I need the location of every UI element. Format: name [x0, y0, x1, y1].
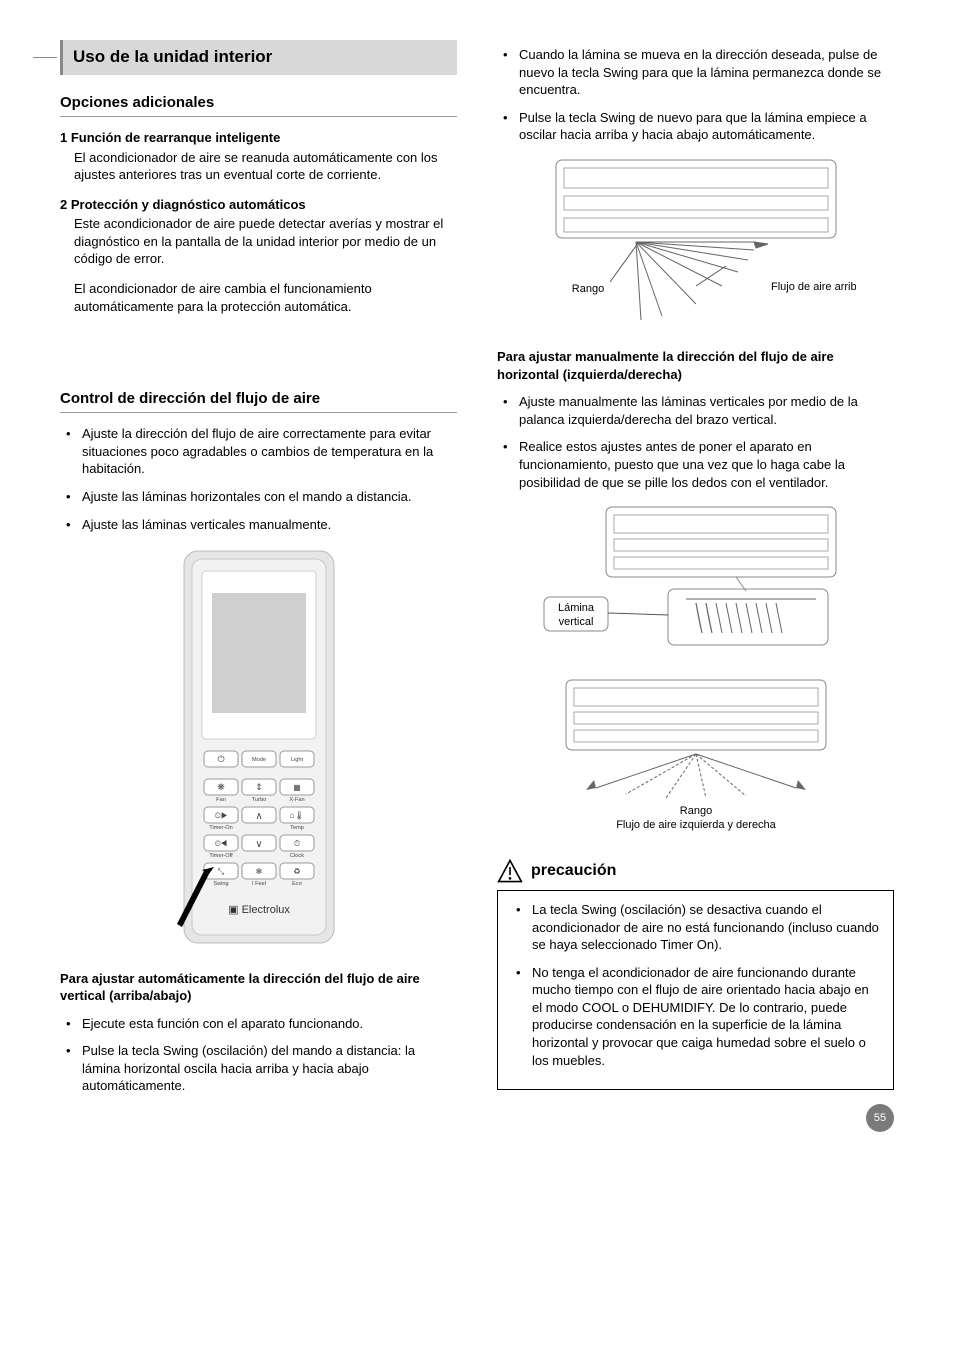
bullet: Pulse la tecla Swing (oscilación) del ma… [64, 1042, 457, 1095]
svg-text:Fan: Fan [216, 797, 226, 803]
bold-para-vertical: Para ajustar automáticamente la direcció… [60, 970, 457, 1005]
caution-bullet: No tenga el acondicionador de aire funci… [514, 964, 881, 1069]
section-title: Uso de la unidad interior [60, 40, 457, 75]
ac-diagram-vertical: Rango Flujo de aire arriba y abajo [497, 156, 894, 331]
svg-text:Rango: Rango [679, 805, 711, 817]
item1-heading: 1 Función de rearranque inteligente [60, 129, 457, 147]
ac-diagram-lamina-vertical: Lámina vertical [497, 503, 894, 658]
svg-text:⏲▶: ⏲▶ [214, 811, 227, 820]
svg-text:⏱: ⏱ [293, 839, 299, 848]
subheading-airflow: Control de dirección del flujo de aire [60, 389, 457, 413]
svg-text:∨: ∨ [255, 839, 262, 850]
caution-label: precaución [531, 860, 616, 882]
numbered-item-1: 1 Función de rearranque inteligente El a… [60, 129, 457, 184]
svg-text:vertical: vertical [558, 616, 593, 628]
svg-text:Mode: Mode [252, 757, 266, 763]
numbered-item-2: 2 Protección y diagnóstico automáticos E… [60, 196, 457, 268]
svg-text:Turbo: Turbo [251, 797, 265, 803]
item1-body: El acondicionador de aire se reanuda aut… [60, 149, 457, 184]
svg-text:✻: ✻ [255, 867, 262, 876]
svg-text:Timer-On: Timer-On [209, 825, 232, 831]
bullet: Ajuste las láminas horizontales con el m… [64, 488, 457, 506]
svg-text:▦: ▦ [293, 783, 301, 792]
bullet: Ajuste las láminas verticales manualment… [64, 516, 457, 534]
ac-diagram-horizontal-range: Rango Flujo de aire izquierda y derecha [497, 676, 894, 841]
svg-text:Flujo de aire arriba y abajo: Flujo de aire arriba y abajo [771, 281, 856, 293]
svg-text:⏲◀: ⏲◀ [214, 839, 227, 848]
item2-body-2: El acondicionador de aire cambia el func… [60, 280, 457, 315]
bullet: Cuando la lámina se mueva en la direcció… [501, 46, 894, 99]
svg-text:⏻: ⏻ [217, 754, 224, 764]
bullet: Ejecute esta función con el aparato func… [64, 1015, 457, 1033]
svg-text:Light: Light [290, 757, 303, 763]
svg-text:X-Fan: X-Fan [289, 797, 304, 803]
svg-text:Clock: Clock [290, 853, 304, 859]
item2-heading: 2 Protección y diagnóstico automáticos [60, 196, 457, 214]
svg-text:♻: ♻ [293, 867, 300, 876]
caution-bullet: La tecla Swing (oscilación) se desactiva… [514, 901, 881, 954]
remote-diagram: ⏻ Mode Light ❋ ⇕ ▦ Fan Turbo X-Fan ⏲▶ ∧ ⌂🌡… [60, 547, 457, 952]
item2-body: Este acondicionador de aire puede detect… [60, 215, 457, 268]
svg-text:Temp: Temp [290, 825, 304, 831]
warning-icon [497, 858, 523, 884]
page-number-badge: 55 [866, 1104, 894, 1132]
bullet: Realice estos ajustes antes de poner el … [501, 438, 894, 491]
svg-text:Eco: Eco [292, 881, 302, 887]
bullet: Ajuste la dirección del flujo de aire co… [64, 425, 457, 478]
svg-text:⇕: ⇕ [255, 782, 263, 792]
svg-text:⌂🌡: ⌂🌡 [289, 811, 304, 820]
svg-text:∧: ∧ [255, 811, 262, 822]
svg-text:⤡: ⤡ [217, 867, 224, 876]
svg-text:Lámina: Lámina [557, 602, 594, 614]
svg-text:▣ Electrolux: ▣ Electrolux [228, 904, 290, 916]
svg-text:Rango: Rango [571, 283, 603, 295]
subheading-options: Opciones adicionales [60, 93, 457, 117]
svg-text:I Feel: I Feel [252, 881, 266, 887]
svg-text:Timer-Off: Timer-Off [209, 853, 233, 859]
bullet: Ajuste manualmente las láminas verticale… [501, 393, 894, 428]
svg-text:Flujo de aire izquierda y dere: Flujo de aire izquierda y derecha [616, 819, 776, 831]
svg-text:Swing: Swing [213, 881, 228, 887]
bold-para-horizontal: Para ajustar manualmente la dirección de… [497, 348, 894, 383]
caution-box: La tecla Swing (oscilación) se desactiva… [497, 890, 894, 1090]
caution-heading: precaución [497, 858, 894, 884]
bullet: Pulse la tecla Swing de nuevo para que l… [501, 109, 894, 144]
svg-text:❋: ❋ [217, 782, 225, 792]
